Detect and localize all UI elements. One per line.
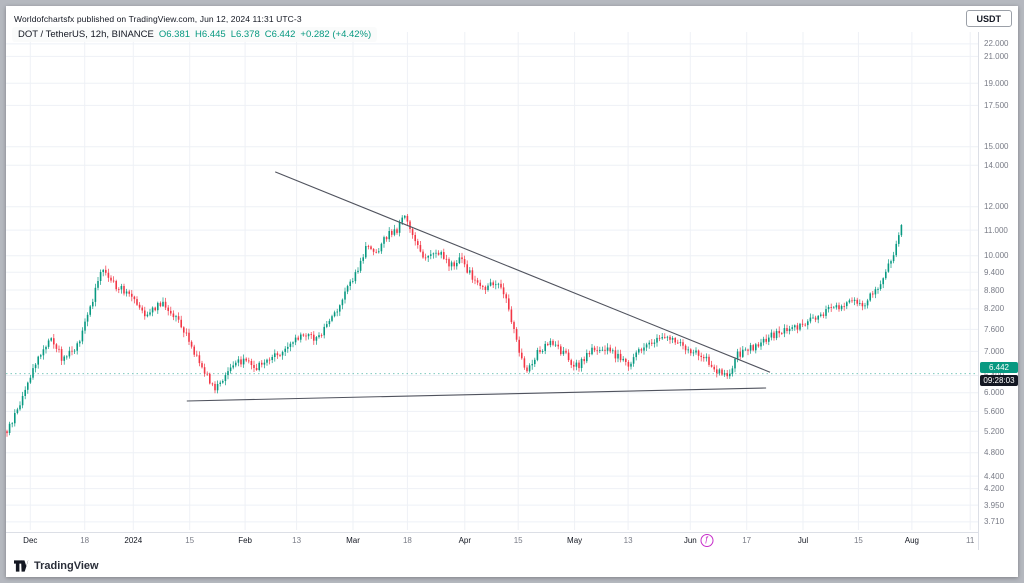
- trendline-drawings[interactable]: [186, 171, 771, 402]
- time-axis-label: Feb: [238, 536, 252, 545]
- time-axis-label: 15: [853, 536, 863, 545]
- time-axis-label: 13: [292, 536, 302, 545]
- event-marker-icon[interactable]: ƒ: [700, 534, 714, 547]
- time-axis-label: 11: [966, 536, 975, 545]
- time-axis-label: 15: [513, 536, 523, 545]
- candlesticks: [6, 214, 903, 437]
- footer: TradingView: [14, 560, 99, 572]
- symbol-legend[interactable]: DOT / TetherUS, 12h, BINANCE O6.381 H6.4…: [12, 27, 378, 42]
- price-axis-label: 7.600: [984, 324, 1005, 334]
- plot-background: [6, 32, 978, 530]
- time-axis-label: 17: [742, 536, 752, 545]
- currency-toggle-button[interactable]: USDT: [965, 10, 1012, 27]
- tradingview-logo-text[interactable]: TradingView: [34, 560, 99, 572]
- time-axis-label: Mar: [346, 536, 360, 545]
- ohlc-high: H6.445: [195, 29, 226, 40]
- time-axis-label: Apr: [458, 536, 472, 545]
- grid-lines: [6, 32, 978, 530]
- price-axis-label: 19.000: [984, 78, 1009, 88]
- price-axis-label: 15.000: [984, 142, 1009, 152]
- price-axis-label: 8.800: [984, 285, 1005, 295]
- ohlc-close: C6.442: [264, 29, 296, 40]
- price-axis-label: 8.200: [984, 304, 1005, 314]
- price-axis-label: 4.400: [984, 471, 1005, 481]
- price-axis-label: 11.000: [984, 225, 1008, 235]
- time-axis[interactable]: ƒ Dec 18 2024 15 Feb 13 Mar 18 Apr 15 May 13 Jun 17 Ju…: [6, 532, 978, 550]
- current-price-badge: 6.442: [980, 361, 1018, 373]
- bar-countdown-badge: 09:28:03: [980, 374, 1018, 386]
- ohlc-open: O6.381: [158, 29, 191, 40]
- chart-area: 6.442 09:28:03 22.000 21.000 19.000 17.500 1…: [6, 32, 1018, 552]
- time-axis-label: 18: [80, 536, 90, 545]
- price-axis-label: 14.000: [984, 160, 1009, 170]
- price-axis-label: 4.800: [984, 448, 1005, 458]
- price-axis-label: 4.200: [984, 484, 1005, 494]
- price-axis-label: 6.000: [984, 388, 1005, 398]
- price-axis-label: 3.710: [984, 517, 1005, 527]
- price-axis-label: 22.000: [984, 39, 1009, 49]
- time-axis-label: Dec: [23, 536, 38, 545]
- price-change: +0.282 (+4.42%): [300, 29, 372, 40]
- time-axis-label: 13: [623, 536, 633, 545]
- chart-card: Worldofchartsfx published on TradingView…: [6, 6, 1018, 577]
- price-axis-label: 9.400: [984, 267, 1005, 277]
- symbol-title: DOT / TetherUS, 12h, BINANCE: [18, 29, 154, 40]
- time-axis-label: 18: [402, 536, 412, 545]
- time-axis-label: Aug: [904, 536, 920, 545]
- time-axis-label: Jul: [797, 536, 809, 545]
- price-axis-label: 10.000: [984, 251, 1009, 261]
- price-axis-label: 5.600: [984, 406, 1005, 416]
- published-line: Worldofchartsfx published on TradingView…: [14, 14, 302, 24]
- ohlc-low: L6.378: [230, 29, 260, 40]
- time-axis-label: Jun: [683, 536, 697, 545]
- price-axis-label: 12.000: [984, 202, 1009, 212]
- price-axis-label: 3.950: [984, 500, 1005, 510]
- price-axis-label: 5.200: [984, 426, 1005, 436]
- time-axis-label: 2024: [124, 536, 143, 545]
- price-axis-label: 7.000: [984, 346, 1005, 356]
- tradingview-logo-icon[interactable]: [14, 560, 30, 572]
- time-axis-label: May: [567, 536, 583, 545]
- price-axis[interactable]: 6.442 09:28:03 22.000 21.000 19.000 17.500 1…: [978, 32, 1018, 550]
- price-axis-label: 21.000: [984, 51, 1009, 61]
- price-chart-canvas[interactable]: [6, 32, 978, 532]
- top-bar: Worldofchartsfx published on TradingView…: [6, 6, 1018, 32]
- time-axis-label: 15: [185, 536, 195, 545]
- price-axis-label: 17.500: [984, 100, 1009, 110]
